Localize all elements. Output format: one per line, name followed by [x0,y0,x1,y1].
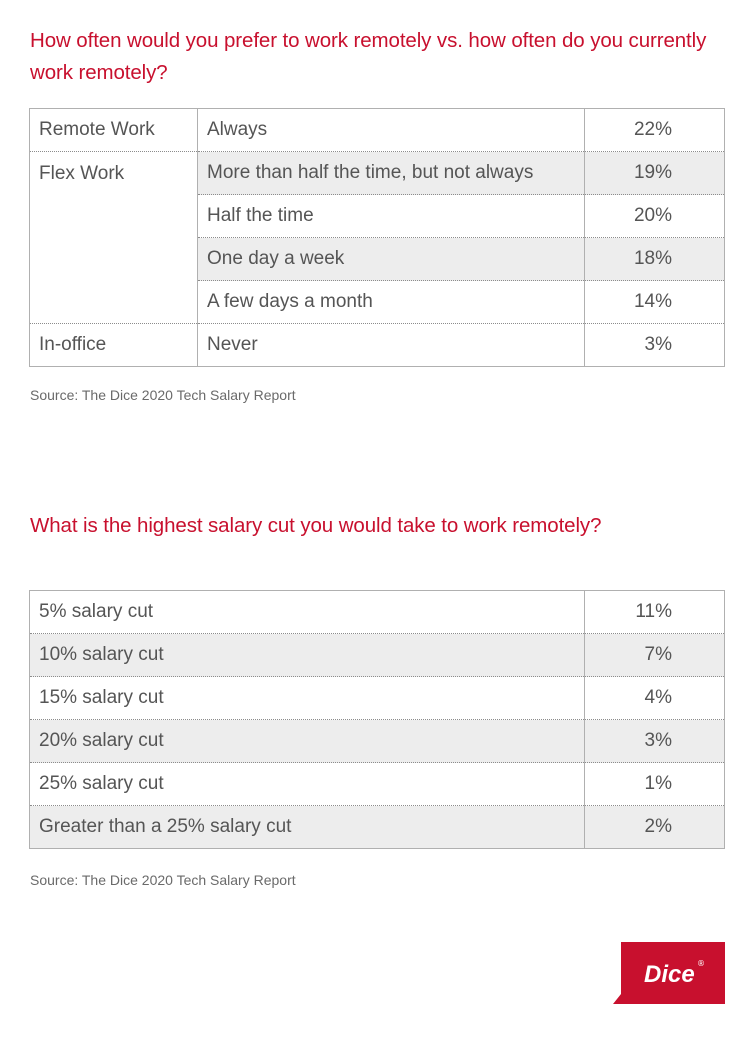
option-half-the-time: Half the time [197,194,585,238]
remote-preference-table: Remote Work Always 22% Flex Work More th… [29,108,725,367]
percent-value: 11% [584,590,725,634]
percent-value: 19% [584,151,725,195]
table-row: 10% salary cut 7% [29,633,725,677]
table-row: In-office Never 3% [29,323,725,367]
salary-cut-option: 5% salary cut [29,590,585,634]
salary-cut-option: 20% salary cut [29,719,585,763]
logo-registered-mark: ® [697,959,705,968]
salary-cut-option: 15% salary cut [29,676,585,720]
percent-value: 2% [584,805,725,849]
table-row: Greater than a 25% salary cut 2% [29,805,725,849]
table-row: 5% salary cut 11% [29,590,725,634]
table-row: 25% salary cut 1% [29,762,725,806]
option-one-day-a-week: One day a week [197,237,585,281]
source-note: Source: The Dice 2020 Tech Salary Report [30,872,296,888]
table-row: Remote Work Always 22% [29,108,725,152]
table-row: A few days a month 14% [30,280,725,324]
percent-value: 22% [584,108,725,152]
percent-value: 1% [584,762,725,806]
percent-value: 3% [584,719,725,763]
salary-cut-option: Greater than a 25% salary cut [29,805,585,849]
category-in-office: In-office [29,323,198,367]
salary-cut-title: What is the highest salary cut you would… [30,514,602,537]
table-row: 20% salary cut 3% [29,719,725,763]
salary-cut-option: 10% salary cut [29,633,585,677]
percent-value: 18% [584,237,725,281]
logo-badge-shape [613,942,725,1004]
table-row: Flex Work More than half the time, but n… [29,151,725,324]
option-always: Always [197,108,585,152]
option-never: Never [197,323,585,367]
category-flex-work: Flex Work [29,151,198,324]
percent-value: 7% [584,633,725,677]
salary-cut-option: 25% salary cut [29,762,585,806]
table-row: Half the time 20% [30,194,725,238]
dice-logo: Dice ® [613,942,725,1004]
percent-value: 4% [584,676,725,720]
percent-value: 3% [644,334,672,355]
source-note: Source: The Dice 2020 Tech Salary Report [30,387,296,403]
option-few-days-a-month: A few days a month [197,280,585,324]
table-row: 15% salary cut 4% [29,676,725,720]
percent-value: 20% [584,194,725,238]
table-row: One day a week 18% [30,237,725,281]
option-more-than-half: More than half the time, but not always [197,151,585,195]
category-remote-work: Remote Work [29,108,198,152]
logo-text: Dice [644,961,695,988]
salary-cut-table: 5% salary cut 11% 10% salary cut 7% 15% … [29,590,725,849]
remote-preference-title: How often would you prefer to work remot… [30,29,707,84]
percent-value: 14% [584,280,725,324]
